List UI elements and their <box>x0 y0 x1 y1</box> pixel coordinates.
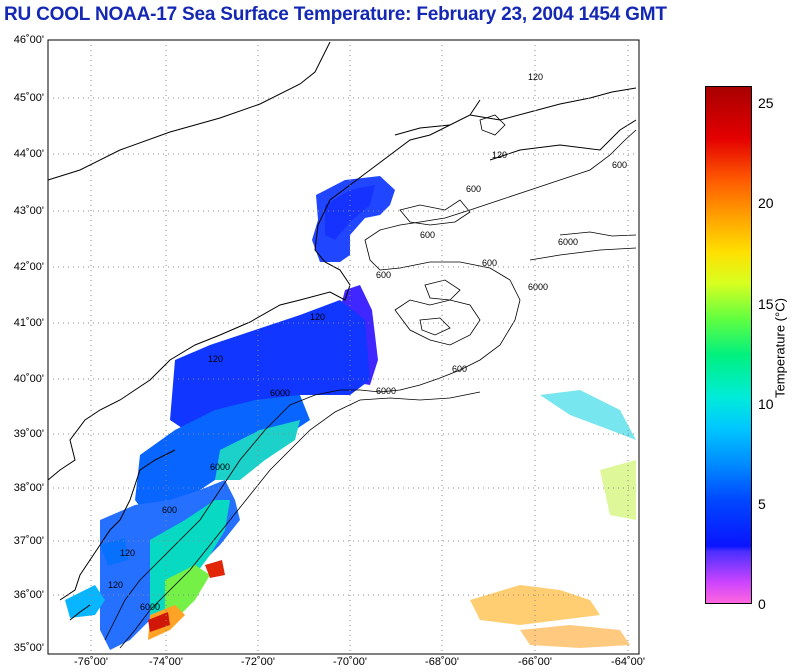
isobath-label: 600 <box>420 230 435 240</box>
lat-label: 36˚00' <box>13 589 44 601</box>
colorbar-label: Temperature (°C) <box>772 298 788 398</box>
lon-label: -68˚00' <box>425 656 459 668</box>
isobath-label: 120 <box>208 354 223 364</box>
isobath-label: 600 <box>466 184 481 194</box>
lon-label: -74˚00' <box>149 656 183 668</box>
isobath-label: 6000 <box>528 282 548 292</box>
graticule <box>48 40 639 654</box>
sst-offshore-yellow <box>600 460 636 520</box>
lat-label: 40˚00' <box>13 373 44 385</box>
isobath-label: 120 <box>310 312 325 322</box>
isobath-label: 600 <box>376 270 391 280</box>
colorbar-tick: 15 <box>758 296 774 312</box>
sst-chesapeake <box>100 538 128 566</box>
lat-label: 38˚00' <box>13 482 44 494</box>
isobath-labels: 120 120 600 600 600 6000 600 600 6000 12… <box>108 72 627 612</box>
isobath-label: 6000 <box>558 237 578 247</box>
sst-gulf-of-maine-core <box>325 185 375 240</box>
lon-label: -72˚00' <box>241 656 275 668</box>
lon-label: -70˚00' <box>333 656 367 668</box>
lon-label: -76˚00' <box>74 656 108 668</box>
isobath-label: 600 <box>162 505 177 515</box>
colorbar-tick: 10 <box>758 396 774 412</box>
isobath-label: 6000 <box>210 462 230 472</box>
lon-label: -64˚00' <box>611 656 645 668</box>
isobath-label: 600 <box>612 160 627 170</box>
isobath-label: 120 <box>528 72 543 82</box>
isobath-label: 120 <box>108 580 123 590</box>
colorbar-tick: 20 <box>758 195 774 211</box>
sst-offshore-warm-2 <box>520 625 630 648</box>
sst-pamlico <box>65 585 105 618</box>
isobath-label: 6000 <box>140 602 160 612</box>
isobath-label: 6000 <box>376 386 396 396</box>
isobaths <box>104 114 637 649</box>
isobath-label: 600 <box>482 258 497 268</box>
sst-offshore-cyan <box>540 390 636 440</box>
isobath-label: 600 <box>452 364 467 374</box>
lat-label: 37˚00' <box>13 535 44 547</box>
lat-label: 45˚00' <box>13 92 44 104</box>
colorbar-tick: 25 <box>758 95 774 111</box>
lon-label: -66˚00' <box>518 656 552 668</box>
map-title: RU COOL NOAA-17 Sea Surface Temperature:… <box>4 4 667 25</box>
lat-label: 44˚00' <box>13 148 44 160</box>
lat-label: 35˚00' <box>13 642 44 654</box>
isobath-label: 6000 <box>270 388 290 398</box>
lat-label: 39˚00' <box>13 428 44 440</box>
isobath-label: 120 <box>120 548 135 558</box>
colorbar-tick: 5 <box>758 496 766 512</box>
colorbar-tick: 0 <box>758 596 766 612</box>
lat-label: 41˚00' <box>13 317 44 329</box>
lat-label: 46˚00' <box>13 34 44 46</box>
lat-label: 42˚00' <box>13 261 44 273</box>
temperature-colorbar <box>705 86 752 604</box>
sst-tip-red <box>148 612 170 632</box>
lat-label: 43˚00' <box>13 205 44 217</box>
sst-shelf-north <box>170 300 370 440</box>
sst-gulfstream-red <box>205 560 225 578</box>
isobath-label: 120 <box>492 150 507 160</box>
